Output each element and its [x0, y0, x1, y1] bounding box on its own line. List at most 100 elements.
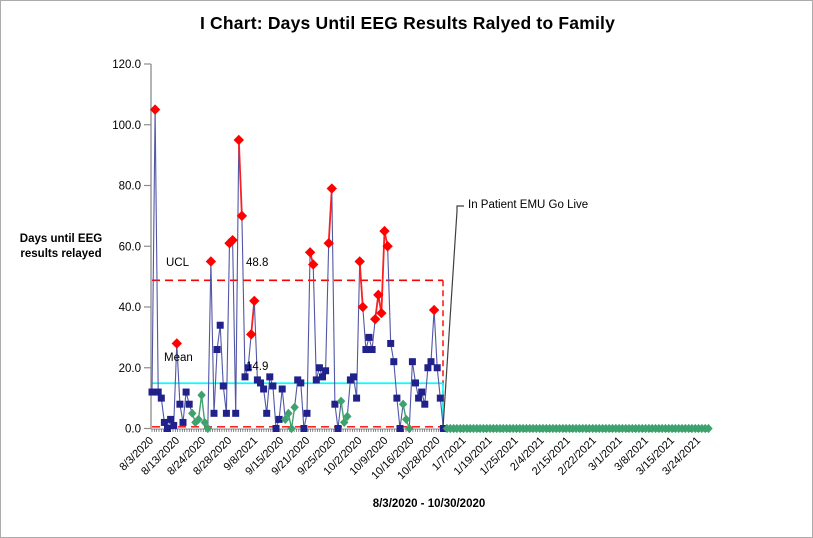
data-point-navy-square — [312, 376, 320, 384]
series-connector — [278, 388, 283, 420]
y-tick-label: 80.0 — [119, 181, 141, 193]
data-point-navy-square — [170, 421, 178, 429]
series-connector — [433, 310, 438, 368]
data-point-red-diamond — [205, 256, 217, 267]
series-connector — [352, 376, 358, 399]
series-connector — [266, 376, 271, 414]
series-connector — [411, 361, 417, 384]
data-point-green-diamond — [704, 423, 713, 434]
data-point-navy-square — [213, 346, 221, 354]
series-connector — [235, 139, 240, 414]
data-point-navy-square — [390, 358, 398, 366]
series-connector — [160, 398, 165, 423]
data-point-green-diamond — [336, 396, 346, 406]
data-point-navy-square — [433, 364, 441, 372]
data-point-navy-square — [319, 373, 326, 381]
data-point-green-diamond — [343, 411, 352, 421]
data-point-navy-square — [331, 400, 339, 408]
data-point-navy-square — [297, 379, 305, 387]
data-point-red-diamond — [370, 313, 381, 325]
data-point-navy-square — [179, 418, 187, 426]
data-point-navy-square — [393, 394, 401, 402]
data-point-navy-square — [412, 379, 419, 387]
data-point-navy-square — [334, 425, 342, 432]
data-point-navy-square — [275, 415, 283, 423]
data-point-navy-square — [436, 394, 444, 402]
series-connector — [247, 334, 252, 368]
series-connector — [272, 385, 277, 429]
data-point-green-diamond — [188, 408, 197, 418]
series-connector — [300, 382, 305, 429]
data-point-navy-square — [210, 409, 218, 417]
data-point-red-diamond — [308, 259, 319, 270]
data-point-navy-square — [365, 333, 373, 341]
series-connector — [393, 361, 398, 399]
series-connector — [331, 188, 336, 405]
series-connector — [346, 379, 351, 417]
data-point-green-diamond — [398, 399, 408, 409]
data-point-red-diamond — [379, 225, 390, 237]
data-point-red-diamond — [373, 289, 384, 301]
data-point-navy-square — [427, 358, 435, 366]
data-point-navy-square — [164, 425, 171, 432]
series-connector — [154, 109, 159, 393]
data-point-red-diamond — [171, 338, 182, 349]
data-point-red-diamond — [249, 295, 260, 307]
series-connector — [182, 391, 187, 423]
data-point-navy-square — [154, 388, 162, 396]
data-point-navy-square — [322, 367, 330, 375]
data-point-red-diamond — [236, 210, 248, 222]
data-point-green-diamond — [281, 414, 290, 424]
data-point-green-diamond — [203, 423, 212, 434]
y-axis-title-line1: Days until EEG — [19, 233, 103, 245]
data-point-navy-square — [244, 364, 252, 372]
data-point-navy-square — [266, 373, 274, 381]
data-point-green-diamond — [284, 408, 293, 418]
annotation-callout-line — [442, 205, 464, 429]
data-point-green-diamond — [402, 414, 411, 424]
y-axis-title: Days until EEG results relayed — [11, 232, 111, 262]
y-tick-label: 20.0 — [119, 363, 141, 375]
data-point-red-diamond — [326, 183, 337, 194]
x-axis-caption: 8/3/2020 - 10/30/2020 — [372, 498, 486, 510]
data-point-navy-square — [216, 321, 224, 329]
series-connector — [358, 261, 364, 308]
series-connector — [241, 215, 246, 377]
series-connector — [371, 319, 376, 350]
series-connector — [362, 306, 367, 350]
series-connector — [325, 243, 330, 371]
series-connector — [430, 310, 435, 362]
series-connector — [356, 261, 361, 399]
data-point-navy-square — [300, 425, 308, 432]
data-point-green-diamond — [290, 402, 299, 412]
series-connector — [250, 300, 256, 335]
series-connector — [225, 243, 231, 414]
mean-label: Mean — [164, 352, 193, 364]
data-point-navy-square — [269, 382, 277, 390]
series-connector — [337, 401, 342, 429]
data-point-red-diamond — [354, 256, 365, 267]
data-point-green-diamond — [200, 417, 209, 428]
series-connector — [176, 343, 181, 405]
series-connector — [306, 252, 311, 414]
data-point-navy-square — [362, 346, 370, 354]
series-connector — [294, 379, 299, 408]
series-connector — [396, 398, 401, 429]
mean-value-label: 14.9 — [246, 361, 269, 373]
series-connector — [232, 240, 237, 414]
series-connector — [424, 367, 429, 405]
y-tick-label: 60.0 — [119, 241, 141, 253]
series-connector — [436, 367, 441, 399]
y-tick-label: 100.0 — [112, 120, 141, 132]
data-point-navy-square — [353, 394, 361, 402]
series-connector — [197, 394, 203, 420]
data-point-green-diamond — [287, 423, 296, 434]
series-connector — [219, 325, 224, 387]
data-point-navy-square — [421, 400, 429, 408]
data-point-navy-square — [185, 400, 193, 408]
y-tick-label: 120.0 — [112, 59, 141, 71]
data-point-navy-square — [272, 425, 280, 432]
data-point-red-diamond — [357, 301, 368, 313]
